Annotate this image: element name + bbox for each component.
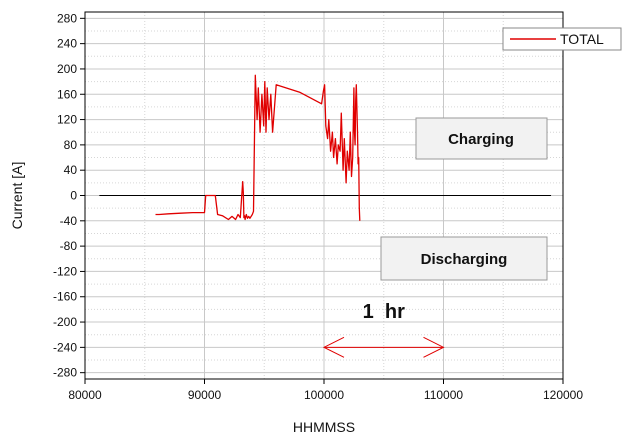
legend-box [502, 27, 622, 51]
one-hour-annotation: 1 hr [322, 301, 445, 358]
charging-label: Charging [448, 131, 514, 148]
x-tick-label: 80000 [68, 388, 102, 402]
charging-box [415, 117, 548, 160]
y-tick-label: -120 [53, 264, 77, 278]
y-tick-label: 40 [64, 163, 78, 177]
x-tick-label: 110000 [424, 388, 463, 402]
x-tick-label: 120000 [543, 388, 583, 402]
legend-label-total: TOTAL [560, 31, 604, 47]
arrow-right-head [423, 336, 445, 358]
y-tick-label: 120 [57, 113, 77, 127]
one-hour-label: 1 hr [363, 301, 405, 323]
y-tick-label: -160 [53, 290, 77, 304]
y-axis: 280 240 200 160 120 80 40 0 -40 -80 -120 -160 -200 -2… [53, 11, 85, 380]
y-tick-label: -280 [53, 366, 77, 380]
y-tick-label: 80 [64, 138, 78, 152]
y-tick-label: 240 [57, 37, 77, 51]
series-total-line [155, 74, 361, 221]
y-axis-title: Current [A] [9, 162, 25, 230]
x-tick-label: 100000 [304, 388, 344, 402]
x-axis: 80000 90000 100000 110000 120000 [68, 379, 583, 402]
arrow-left-head [322, 336, 345, 358]
y-tick-label: 0 [70, 189, 77, 203]
discharging-label: Discharging [421, 251, 508, 268]
y-tick-label: 200 [57, 62, 77, 76]
discharging-box [380, 236, 548, 281]
y-tick-label: -240 [53, 340, 77, 354]
y-tick-label: 280 [57, 11, 77, 25]
charging-annotation: Charging [415, 117, 548, 160]
x-tick-label: 90000 [188, 388, 222, 402]
y-tick-label: -200 [53, 315, 77, 329]
y-tick-label: -40 [60, 214, 78, 228]
x-axis-title: HHMMSS [293, 419, 355, 435]
y-tick-label: -80 [60, 239, 78, 253]
y-tick-label: 160 [57, 87, 77, 101]
legend: TOTAL [502, 27, 622, 51]
discharging-annotation: Discharging [380, 236, 548, 281]
